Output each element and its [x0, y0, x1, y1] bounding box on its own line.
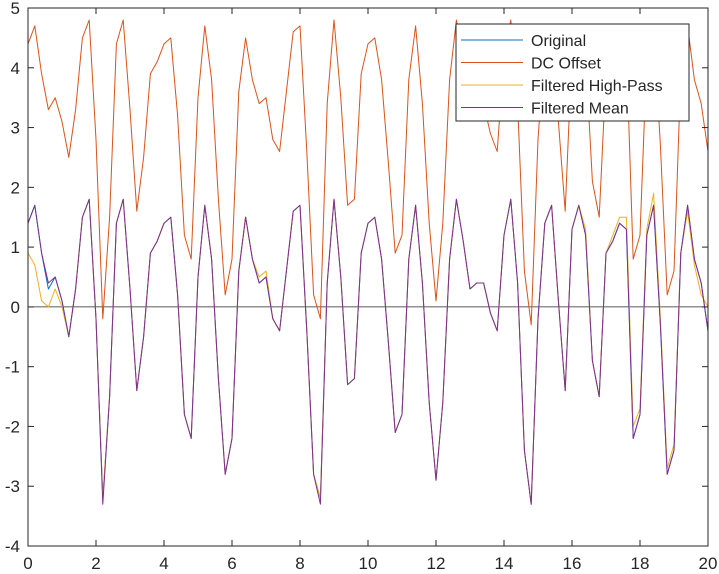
- x-tick-label: 18: [631, 554, 650, 573]
- legend-label: Original: [531, 33, 586, 50]
- y-tick-label: -3: [5, 477, 20, 496]
- series-dc-offset: [27, 19, 709, 326]
- x-tick-label: 2: [91, 554, 100, 573]
- y-tick-label: 4: [11, 59, 20, 78]
- y-tick-label: 0: [11, 298, 20, 317]
- series-line: [27, 19, 709, 326]
- x-tick-label: 14: [495, 554, 514, 573]
- legend-label: Filtered High-Pass: [531, 78, 663, 95]
- y-tick-label: 1: [11, 238, 20, 257]
- x-tick-label: 20: [699, 554, 718, 573]
- legend: Original DC Offset Filtered High-Pass Filte…: [455, 23, 690, 122]
- x-tick-label: 16: [563, 554, 582, 573]
- legend-label: DC Offset: [531, 56, 602, 73]
- x-tick-label: 10: [359, 554, 378, 573]
- series-line: [27, 198, 709, 505]
- y-tick-label: -2: [5, 417, 20, 436]
- series-filtered-mean: [27, 198, 709, 505]
- y-tick-label: 3: [11, 119, 20, 138]
- x-tick-label: 4: [159, 554, 168, 573]
- x-tick-label: 0: [23, 554, 32, 573]
- y-tick-label: -1: [5, 358, 20, 377]
- y-tick-label: -4: [5, 537, 20, 556]
- x-tick-label: 8: [295, 554, 304, 573]
- y-tick-label: 5: [11, 0, 20, 18]
- x-tick-label: 6: [227, 554, 236, 573]
- y-tick-label: 2: [11, 178, 20, 197]
- legend-label: Filtered Mean: [531, 101, 629, 118]
- x-tick-label: 12: [427, 554, 446, 573]
